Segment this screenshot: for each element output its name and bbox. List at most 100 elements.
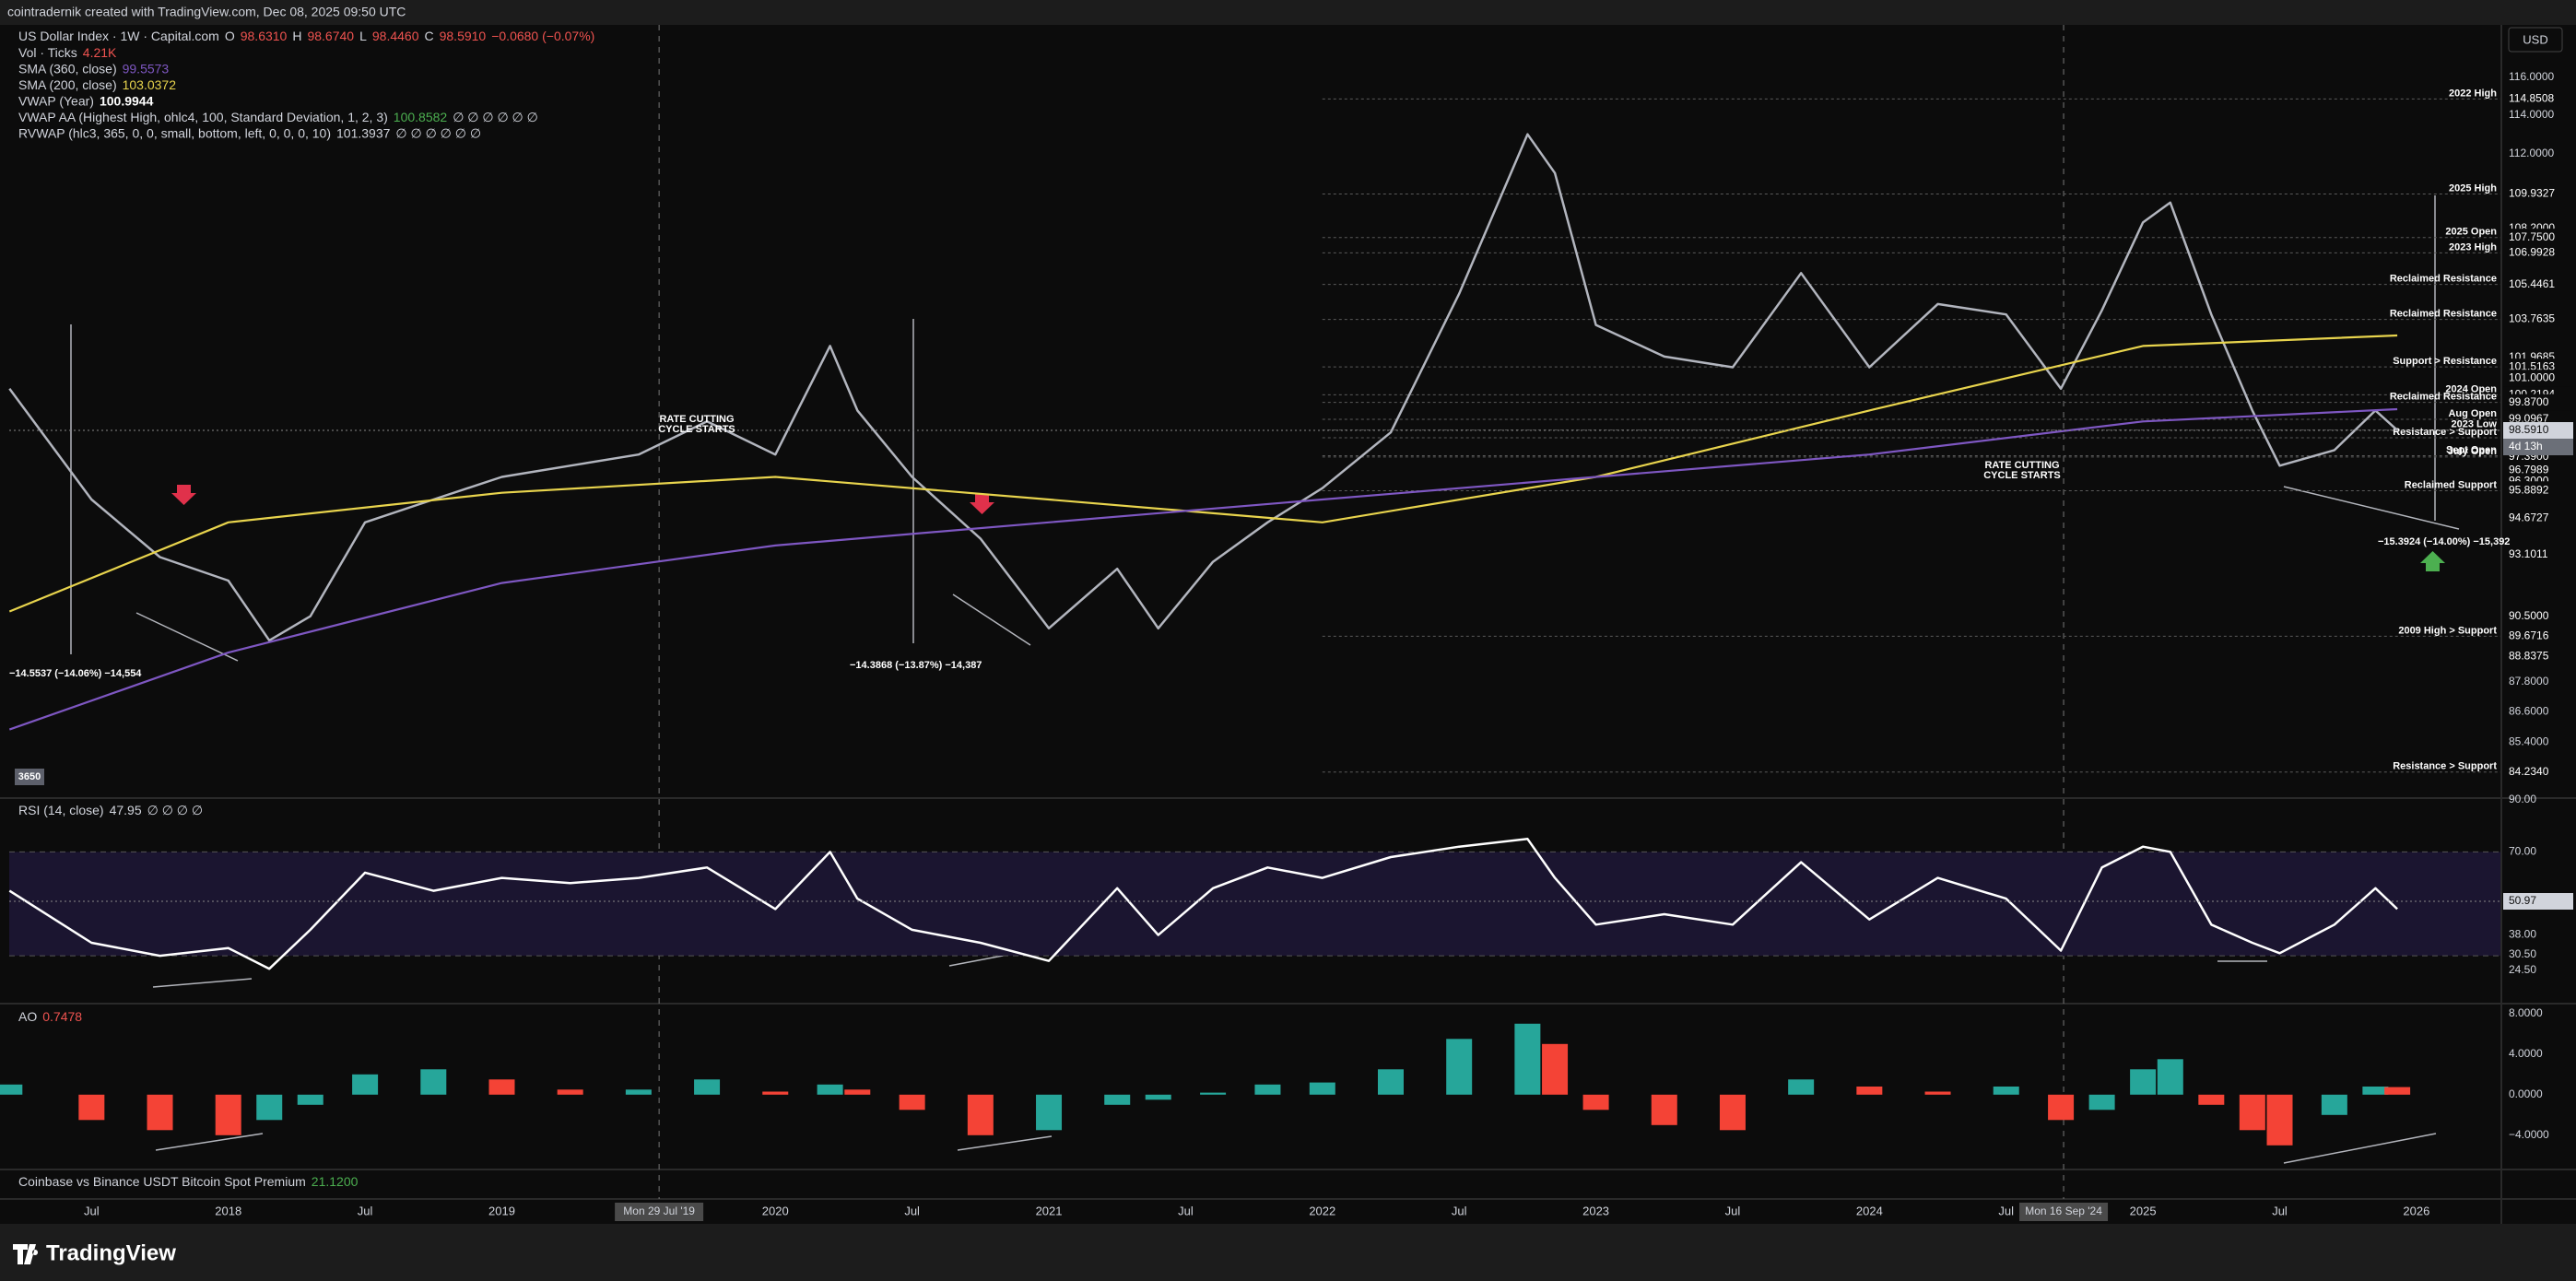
ao-title: AO	[18, 1009, 37, 1024]
y-tick-label: 4.0000	[2509, 1047, 2543, 1060]
y-tick-label: 38.00	[2509, 928, 2536, 941]
level-label-box	[2503, 370, 2573, 387]
crosshair-box	[2019, 1203, 2109, 1221]
level-name: 2022 High	[2449, 88, 2497, 99]
annotation: CYCLE STARTS	[658, 424, 735, 435]
level-label-box	[2503, 628, 2573, 645]
level-label: 107.7500	[2509, 230, 2555, 243]
ao-bar	[844, 1089, 871, 1095]
ao-bar	[967, 1094, 994, 1135]
y-tick-label: 87.8000	[2509, 675, 2549, 688]
ao-bar	[297, 1094, 323, 1105]
x-tick-label: Jul	[358, 1204, 373, 1217]
legend-row: VWAP AA (Highest High, ohlc4, 100, Stand…	[18, 110, 538, 124]
level-label-box	[2503, 90, 2573, 108]
ao-bar	[2362, 1087, 2389, 1095]
level-label: 109.9327	[2509, 187, 2555, 200]
level-label-box	[2503, 763, 2573, 781]
signal-arrows	[171, 485, 2405, 887]
ao-bar	[1788, 1079, 1815, 1095]
level-name: Sept Open	[2446, 444, 2497, 455]
x-tick-label: 2022	[1309, 1204, 1335, 1217]
annotation: −14.5537 (−14.06%) −14,554	[9, 668, 142, 679]
ao-bar	[215, 1094, 241, 1135]
level-label-box	[2503, 276, 2573, 293]
quote-key: L	[359, 29, 367, 43]
divergence-lines	[70, 195, 2460, 1164]
y-tick-label: 86.6000	[2509, 705, 2549, 718]
ao-bar	[1446, 1039, 1473, 1095]
level-label-box	[2503, 510, 2573, 527]
annotation: −14.3868 (−13.87%) −14,387	[850, 660, 982, 671]
ao-bar	[2088, 1094, 2115, 1111]
premium-title: Coinbase vs Binance USDT Bitcoin Spot Pr…	[18, 1174, 306, 1189]
ao-bar	[2266, 1094, 2293, 1146]
ao-bar	[352, 1074, 379, 1095]
level-label-box	[2503, 607, 2573, 625]
rsi-title: RSI (14, close)	[18, 803, 104, 817]
rsi-value: 47.95	[110, 803, 142, 817]
level-label-box	[2503, 244, 2573, 262]
level-name: Support > Resistance	[2393, 356, 2497, 367]
level-label-box	[2503, 229, 2573, 246]
countdown-box	[2503, 439, 2573, 456]
level-label: 103.7635	[2509, 312, 2555, 325]
quote-value: −0.0680 (−0.07%)	[491, 29, 594, 43]
ao-bar	[1309, 1082, 1335, 1095]
level-name: 2025 Open	[2445, 227, 2497, 238]
ao-value: 0.7478	[42, 1009, 82, 1024]
annotation: −15.3924 (−14.00%) −15,392	[2378, 536, 2510, 547]
y-tick-label: 30.50	[2509, 947, 2536, 960]
legend-row: Vol · Ticks 4.21K	[18, 45, 117, 60]
top-bar	[0, 0, 2576, 25]
indicator-name: VWAP AA (Highest High, ohlc4, 100, Stand…	[18, 110, 388, 124]
level-label: 93.1011	[2509, 547, 2548, 560]
level-label: 114.8508	[2509, 92, 2554, 105]
indicator-value: 100.9944	[100, 93, 154, 108]
level-label: 106.9928	[2509, 246, 2555, 259]
level-label-box	[2503, 394, 2573, 411]
price-line	[8, 133, 2398, 642]
legend-row: RSI (14, close) 47.95 ∅ ∅ ∅ ∅	[18, 803, 203, 817]
level-label: 88.8375	[2509, 650, 2549, 663]
ao-bar	[147, 1094, 173, 1131]
quote-value: 98.5910	[440, 29, 487, 43]
y-tick-label: −4.0000	[2509, 1128, 2549, 1141]
indicator-name: RVWAP (hlc3, 365, 0, 0, small, bottom, l…	[18, 125, 331, 140]
ao-bar	[2321, 1094, 2347, 1115]
price-line	[8, 838, 2398, 970]
level-label: 95.8892	[2509, 484, 2549, 497]
ao-bar	[2198, 1094, 2225, 1105]
x-tick-label: 2024	[1856, 1204, 1883, 1217]
x-tick-label: Jul	[2272, 1204, 2288, 1217]
currency-button[interactable]	[2508, 27, 2563, 53]
y-tick-label: 116.0000	[2509, 70, 2554, 83]
x-tick-label: Jul	[1178, 1204, 1194, 1217]
current-label: 98.5910	[2509, 423, 2549, 436]
ao-bar	[1856, 1087, 1883, 1095]
level-name: 2025 High	[2449, 182, 2497, 194]
ao-bar	[1377, 1069, 1404, 1095]
quote-key: C	[424, 29, 433, 43]
currency-label[interactable]: USD	[2523, 32, 2547, 46]
ao-bar	[2239, 1094, 2265, 1131]
brand-logo	[13, 1244, 39, 1264]
legend-row: VWAP (Year) 100.9944	[18, 93, 154, 108]
x-tick-label: 2025	[2130, 1204, 2157, 1217]
y-tick-label: 0.0000	[2509, 1087, 2543, 1100]
legend-row: RVWAP (hlc3, 365, 0, 0, small, bottom, l…	[18, 125, 481, 140]
y-tick-label: 85.4000	[2509, 735, 2549, 748]
ao-bar	[488, 1079, 515, 1095]
quote-key: O	[225, 29, 235, 43]
quote-key: H	[292, 29, 301, 43]
level-name: Reclaimed Resistance	[2390, 308, 2497, 319]
ao-bar	[1254, 1084, 1281, 1095]
annotation-box	[15, 769, 44, 785]
legend-row: AO 0.7478	[18, 1009, 82, 1024]
level-label: 105.4461	[2509, 277, 2555, 290]
ao-bar	[1145, 1094, 1171, 1100]
indicator-name: SMA (200, close)	[18, 77, 117, 92]
quote-value: 98.6740	[307, 29, 354, 43]
